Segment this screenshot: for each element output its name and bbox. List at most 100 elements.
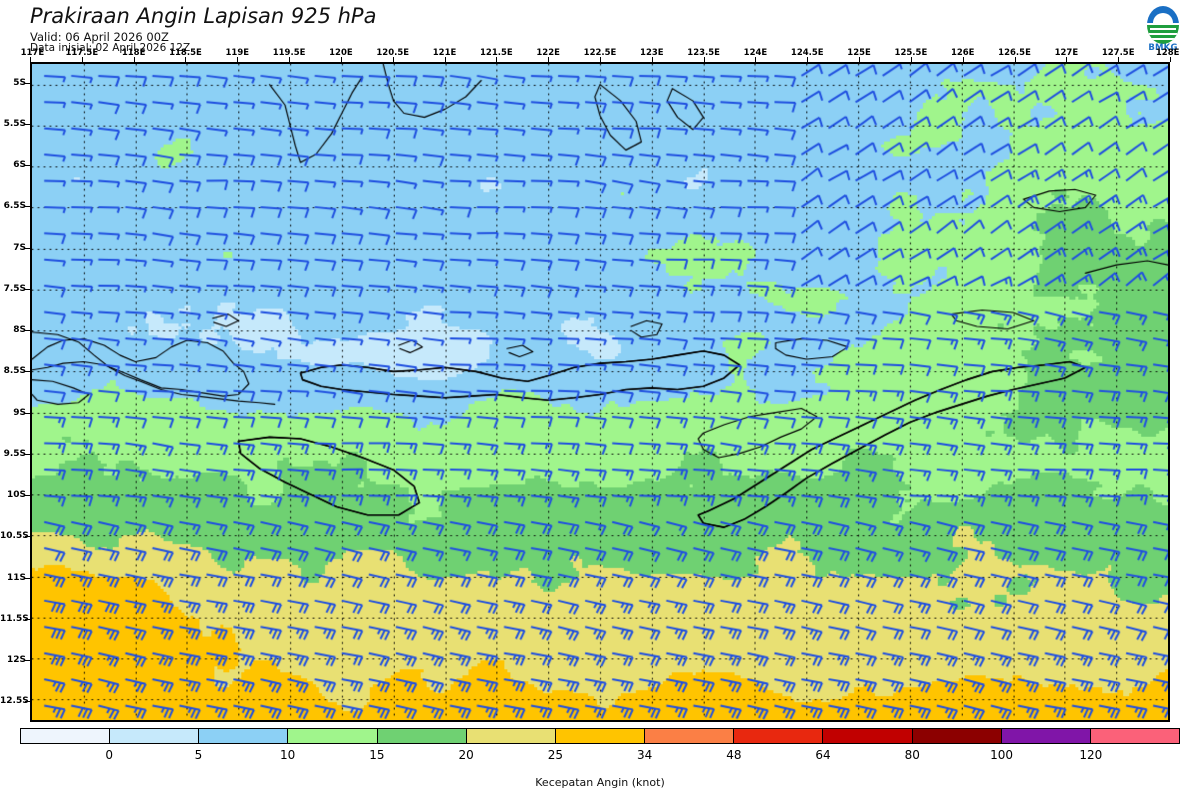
x-axis-tick	[185, 57, 187, 62]
y-axis-label: 7.5S	[3, 283, 26, 294]
colorbar-swatch	[912, 729, 1002, 743]
x-axis-label: 125E	[847, 48, 871, 58]
x-axis-tick	[755, 57, 757, 62]
page-title: Prakiraan Angin Lapisan 925 hPa	[30, 4, 377, 28]
x-axis-tick	[703, 57, 705, 62]
colorbar-tick-label: 20	[458, 748, 474, 762]
x-axis-tick	[1014, 57, 1016, 62]
y-axis-label: 8.5S	[3, 366, 26, 377]
map-canvas	[32, 64, 1168, 720]
y-axis-tick	[25, 577, 30, 579]
y-axis-tick	[25, 123, 30, 125]
x-axis-label: 118E	[121, 48, 146, 58]
y-axis-label: 5S	[13, 77, 26, 88]
logo-label: BMKG	[1148, 43, 1178, 53]
colorbar-tick-label: 10	[280, 748, 296, 762]
colorbar-swatch	[1001, 729, 1091, 743]
x-axis-tick	[1170, 57, 1171, 62]
initial-data-label: Data inisial: 02 April 2026 12Z	[30, 42, 191, 54]
y-axis-tick	[25, 701, 30, 703]
x-axis-label: 127E	[1054, 48, 1079, 58]
x-axis-label: 122.5E	[583, 48, 617, 58]
y-axis-tick	[25, 206, 30, 208]
x-axis-tick	[392, 57, 394, 62]
y-axis-tick	[25, 412, 30, 414]
x-axis-label: 124E	[743, 48, 768, 58]
x-axis-label: 121E	[432, 48, 457, 58]
y-axis-tick	[25, 618, 30, 620]
colorbar-swatch	[1090, 729, 1180, 743]
x-axis-tick	[30, 57, 31, 62]
colorbar-tick-label: 0	[105, 748, 114, 762]
x-axis-tick	[600, 57, 601, 62]
x-axis-label: 125.5E	[894, 48, 928, 58]
x-axis-tick	[237, 57, 239, 62]
x-axis-label: 119E	[225, 48, 250, 58]
y-axis-label: 9S	[13, 407, 26, 418]
y-axis-tick	[25, 453, 30, 455]
y-axis-label: 5.5S	[3, 118, 26, 129]
x-axis-tick	[910, 57, 912, 62]
y-axis-label: 7S	[13, 242, 26, 253]
colorbar-swatch	[288, 729, 378, 743]
y-axis-label: 12.5S	[0, 696, 29, 707]
colorbar-swatch	[734, 729, 824, 743]
colorbar-caption: Kecepatan Angin (knot)	[535, 776, 665, 789]
x-axis-label: 124.5E	[790, 48, 824, 58]
y-axis-tick	[25, 247, 30, 249]
logo-emblem	[1147, 6, 1179, 44]
y-axis-tick	[25, 165, 30, 167]
y-axis-label: 12S	[6, 655, 26, 666]
y-axis-label: 8S	[13, 325, 26, 336]
x-axis-label: 122E	[536, 48, 560, 58]
colorbar-swatch	[199, 729, 289, 743]
y-axis-tick	[25, 288, 30, 290]
colorbar-swatch	[110, 729, 200, 743]
colorbar-swatch	[21, 729, 111, 743]
colorbar	[20, 728, 1180, 744]
x-axis-label: 120.5E	[376, 48, 410, 58]
logo-wave-2	[1149, 33, 1177, 35]
colorbar-tick-label: 80	[904, 748, 920, 762]
colorbar-swatch	[823, 729, 913, 743]
y-axis-label: 9.5S	[3, 448, 26, 459]
x-axis-label: 120E	[329, 48, 353, 58]
wind-forecast-map[interactable]: Sumber Data WRF - CIPS BMKG Pusat Meteor…	[30, 62, 1170, 722]
x-axis-tick	[962, 57, 964, 62]
colorbar-tick-label: 25	[547, 748, 564, 762]
x-axis-tick	[289, 57, 291, 62]
colorbar-tick-label: 100	[990, 748, 1013, 762]
x-axis-label: 127.5E	[1101, 48, 1135, 58]
x-axis-tick	[548, 57, 550, 62]
x-axis-label: 119.5E	[272, 48, 306, 58]
x-axis-tick	[1066, 57, 1068, 62]
y-axis-label: 10.5S	[0, 531, 29, 542]
x-axis-label: 121.5E	[480, 48, 513, 58]
colorbar-tick-label: 5	[194, 748, 203, 762]
y-axis-tick	[25, 82, 30, 84]
colorbar-tick-label: 64	[815, 748, 831, 762]
x-axis-tick	[340, 57, 342, 62]
x-axis-label: 123E	[640, 48, 664, 58]
x-axis-label: 123.5E	[687, 48, 720, 58]
y-axis-tick	[25, 536, 30, 538]
y-axis-label: 10S	[6, 490, 26, 501]
x-axis-label: 117E	[20, 48, 45, 58]
colorbar-swatch	[645, 729, 735, 743]
x-axis-tick	[496, 57, 498, 62]
y-axis-label: 6.5S	[3, 201, 26, 212]
colorbar-tick-label: 34	[636, 748, 653, 762]
y-axis-tick	[25, 330, 30, 332]
valid-time-label: Valid: 06 April 2026 00Z	[30, 30, 169, 44]
colorbar-tick-label: 120	[1079, 748, 1103, 762]
x-axis-label: 118.5E	[169, 48, 202, 58]
y-axis-label: 6S	[13, 160, 26, 171]
x-axis-tick	[651, 57, 653, 62]
y-axis-label: 11S	[6, 572, 26, 583]
colorbar-tick-label: 48	[726, 748, 742, 762]
x-axis-tick	[1118, 57, 1120, 62]
colorbar-tick-label: 15	[369, 748, 385, 762]
x-axis-label: 126E	[950, 48, 975, 58]
x-axis-tick	[444, 57, 446, 62]
x-axis-label: 126.5E	[998, 48, 1031, 58]
